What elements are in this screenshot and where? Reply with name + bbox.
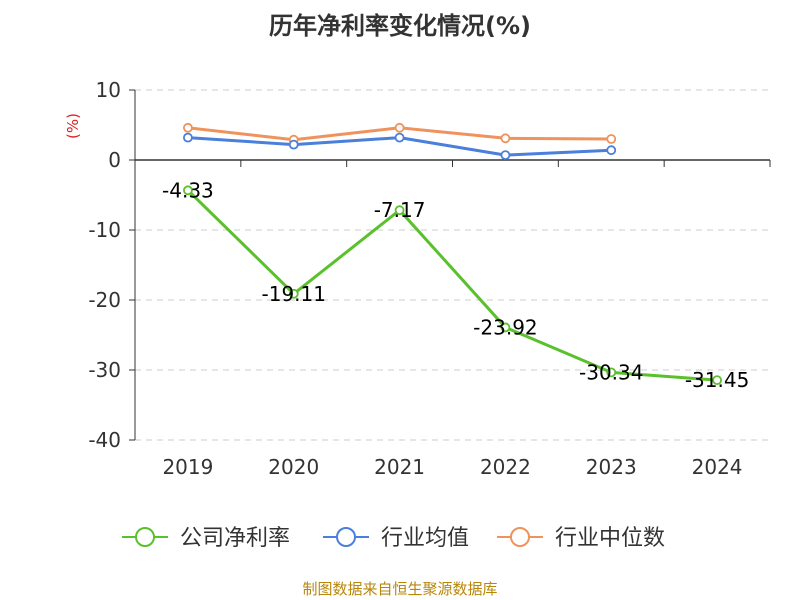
- x-tick-label: 2022: [480, 455, 531, 479]
- legend-marker: [336, 527, 356, 547]
- x-tick-label: 2023: [586, 455, 637, 479]
- data-point: [288, 288, 299, 299]
- data-labels: -4.33 -19.11 -7.17 -23.92 -30.34 -31.45: [162, 178, 749, 392]
- data-point: [606, 134, 617, 144]
- legend-label: 行业均值: [381, 526, 469, 551]
- data-label: -19.11: [262, 282, 326, 306]
- y-tick-label: 0: [108, 148, 121, 172]
- series-line-0: [186, 189, 718, 382]
- legend: 公司净利率 行业均值 行业中位数: [122, 526, 665, 551]
- data-point: [712, 375, 722, 386]
- y-tick-label: 10: [96, 78, 121, 102]
- data-point: [394, 205, 405, 216]
- axes: 10 0 -10 -20 -30 -40 2019 2020 2021 2022 2023 2024: [88, 78, 771, 479]
- x-tick-label: 2021: [374, 455, 425, 479]
- legend-marker: [135, 527, 155, 547]
- data-label: -7.17: [374, 198, 426, 222]
- data-label: -23.92: [473, 315, 537, 339]
- y-tick-label: -10: [88, 218, 121, 242]
- legend-label: 行业中位数: [555, 526, 665, 551]
- x-tick-label: 2020: [268, 455, 319, 479]
- data-label: -30.34: [579, 360, 643, 384]
- data-point: [500, 322, 511, 333]
- legend-marker: [510, 527, 530, 547]
- data-point: [394, 122, 405, 133]
- data-point: [606, 145, 617, 156]
- x-tick-label: 2019: [162, 455, 213, 479]
- data-point: [183, 122, 193, 133]
- data-point: [288, 139, 299, 150]
- x-tick-label: 2024: [692, 455, 743, 479]
- y-tick-label: -40: [88, 428, 121, 452]
- grid-lines: [135, 89, 770, 441]
- y-tick-label: -20: [88, 288, 121, 312]
- data-label: -4.33: [162, 178, 214, 202]
- y-axis-label: (%): [64, 113, 82, 139]
- data-point: [500, 150, 511, 161]
- data-label: -31.45: [685, 368, 749, 392]
- legend-label: 公司净利率: [180, 526, 290, 551]
- y-tick-label: -30: [88, 358, 121, 382]
- data-point: [500, 133, 511, 144]
- series-lines: [183, 122, 722, 386]
- data-point: [183, 132, 193, 143]
- chart-title: 历年净利率变化情况(%): [269, 12, 531, 40]
- source-note: 制图数据来自恒生聚源数据库: [302, 580, 498, 598]
- data-point: [394, 132, 405, 143]
- data-point: [183, 185, 193, 196]
- data-point: [606, 367, 617, 378]
